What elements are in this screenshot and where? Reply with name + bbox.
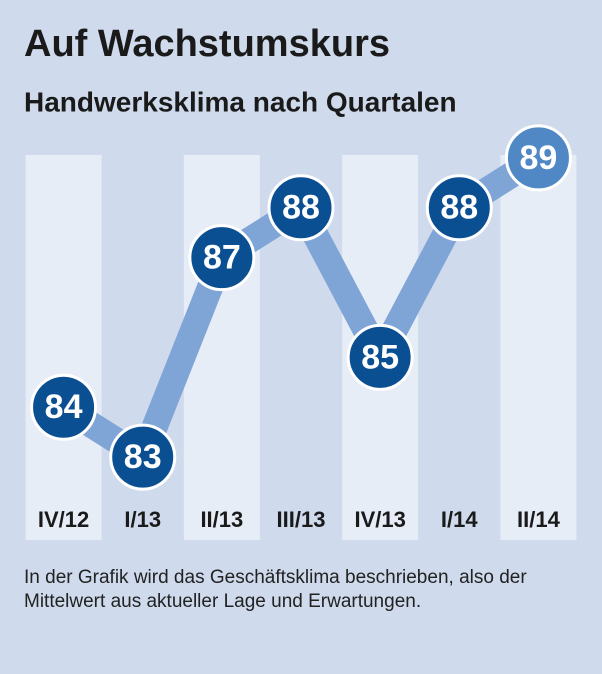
point (425, 174, 493, 242)
point (267, 174, 335, 242)
footnote: In der Grafik wird das Geschäftsklima be… (24, 567, 527, 612)
x-tick-label: IV/12 (38, 507, 89, 532)
point (346, 323, 414, 391)
chart-subtitle: Handwerksklima nach Quartalen (24, 86, 457, 117)
point (30, 373, 98, 441)
column-stripe (25, 155, 102, 540)
value-label: 84 (45, 388, 83, 426)
value-label: 85 (361, 338, 399, 376)
x-tick-label: I/14 (441, 507, 478, 532)
value-label: 87 (203, 239, 241, 277)
x-tick-label: II/14 (517, 507, 561, 532)
x-tick-label: I/13 (124, 507, 161, 532)
point (188, 224, 256, 292)
x-tick-label: IV/13 (354, 507, 405, 532)
value-label: 88 (282, 189, 320, 227)
chart-title: Auf Wachstumskurs (24, 23, 390, 65)
column-stripe (500, 155, 577, 540)
point (109, 423, 177, 491)
x-tick-label: III/13 (277, 507, 326, 532)
value-label: 83 (124, 438, 162, 476)
value-label: 89 (520, 139, 558, 177)
point (504, 124, 572, 192)
x-tick-label: II/13 (200, 507, 243, 532)
value-label: 88 (440, 189, 478, 227)
